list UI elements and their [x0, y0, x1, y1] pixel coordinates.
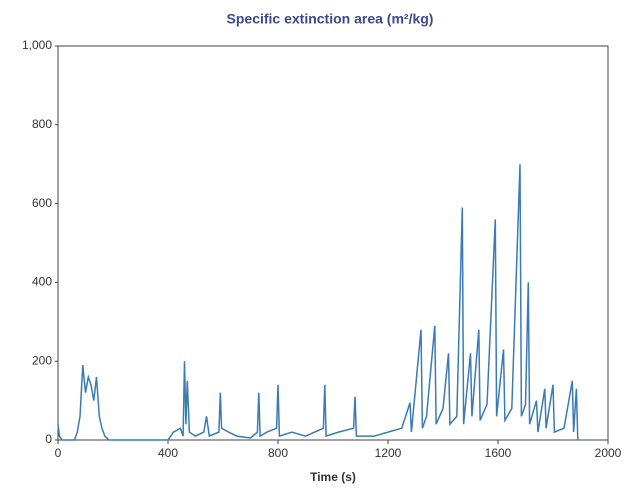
- y-tick-label: 800: [32, 117, 52, 131]
- x-tick-label: 400: [158, 446, 178, 460]
- y-tick-label: 0: [45, 432, 52, 446]
- x-tick-label: 800: [268, 446, 288, 460]
- chart-title: Specific extinction area (m²/kg): [227, 11, 434, 27]
- y-tick-label: 600: [32, 196, 52, 210]
- y-tick-label: 400: [32, 275, 52, 289]
- plot-frame: [57, 45, 609, 441]
- x-tick-label: 2000: [595, 446, 622, 460]
- y-tick-label: 200: [32, 353, 52, 367]
- y-tick-label: 1,000: [22, 38, 52, 52]
- data-line: [57, 164, 579, 441]
- x-axis-label: Time (s): [310, 470, 356, 484]
- x-tick-label: 1600: [485, 446, 512, 460]
- x-tick-label: 0: [55, 446, 62, 460]
- x-tick-label: 1200: [375, 446, 402, 460]
